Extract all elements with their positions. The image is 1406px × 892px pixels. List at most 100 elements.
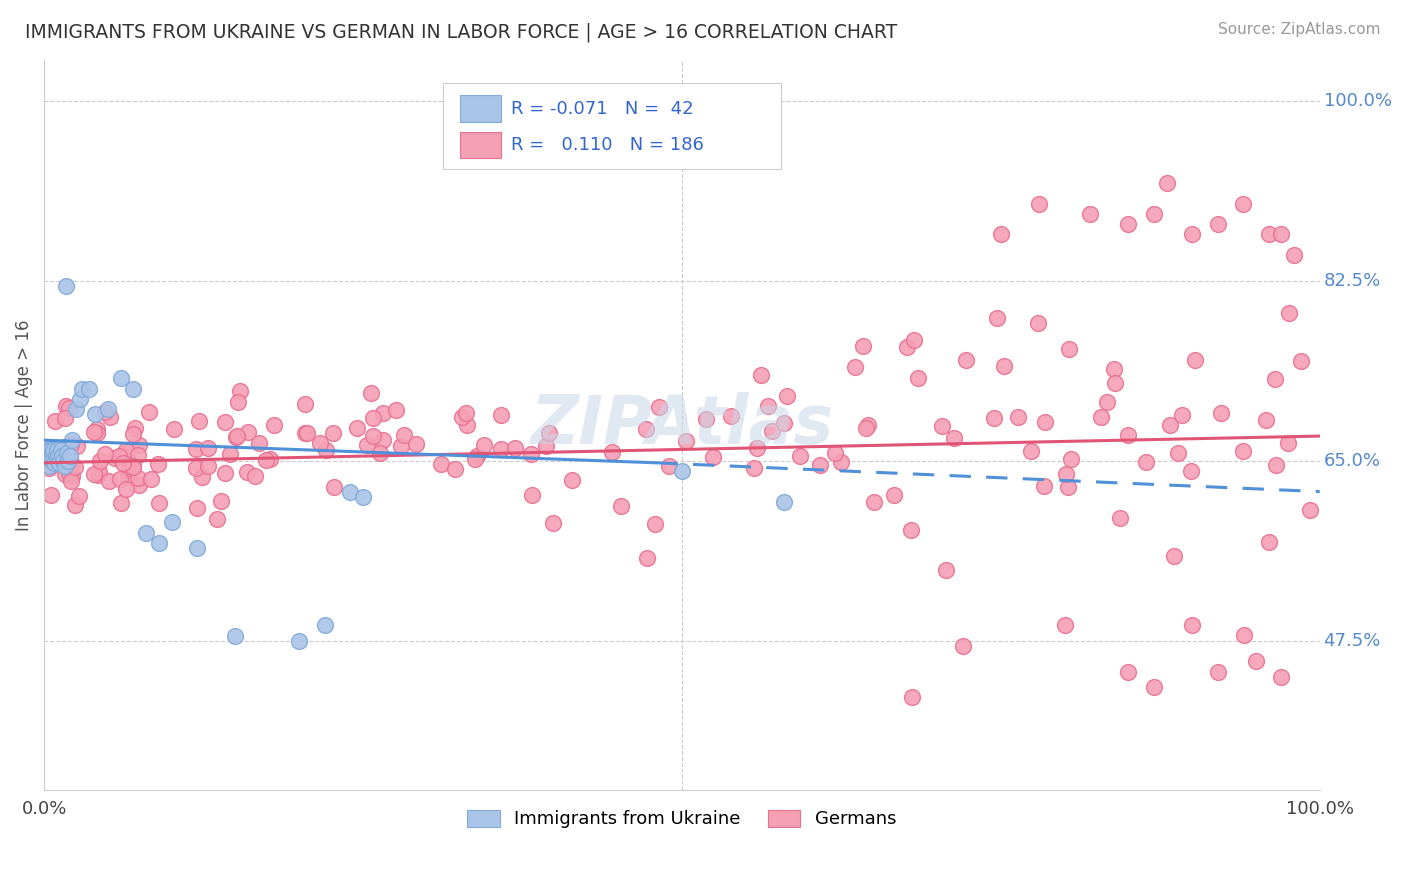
Point [993,359,1015,373]
FancyBboxPatch shape [460,132,501,158]
Point [534,439,557,453]
Point [163,422,186,436]
Point [773,495,796,509]
Point [45,451,67,466]
Text: R =   0.110   N = 186: R = 0.110 N = 186 [510,136,704,154]
Point [45,443,67,458]
Point [900,524,922,538]
Point [758,399,780,413]
Point [55,279,77,293]
Point [42,450,65,465]
Point [83,467,105,482]
Point [636,550,658,565]
Point [896,340,918,354]
Point [110,371,132,385]
Point [104,450,127,465]
Point [900,690,922,705]
Point [97,402,120,417]
Point [229,384,252,398]
Point [943,431,966,445]
Point [160,516,183,530]
Point [465,449,488,463]
Point [294,397,316,411]
Point [600,444,623,458]
Point [776,389,799,403]
Point [903,333,925,347]
Point [226,429,249,443]
Point [394,427,416,442]
Point [322,480,344,494]
Point [1233,628,1256,642]
Point [456,418,478,433]
Point [520,488,543,502]
Point [59,474,82,488]
Point [45,449,67,463]
Point [83,425,105,440]
Point [214,415,236,429]
Point [1104,376,1126,390]
Point [454,406,477,420]
Point [44,414,66,428]
Point [52,454,75,468]
Text: 82.5%: 82.5% [1323,272,1381,290]
Point [66,439,89,453]
FancyBboxPatch shape [460,95,501,121]
Point [990,227,1012,242]
Point [219,447,242,461]
Point [695,412,717,426]
Point [489,408,512,422]
Point [148,495,170,509]
Point [197,441,219,455]
Point [184,442,207,456]
Point [55,399,77,413]
Point [610,499,633,513]
Point [935,563,957,577]
Point [491,442,513,457]
Point [747,441,769,455]
Point [58,401,80,415]
Point [1277,436,1299,450]
Point [907,371,929,385]
Point [58,454,80,468]
Point [761,425,783,439]
Point [520,447,543,461]
Point [51,449,73,463]
Point [86,426,108,441]
Point [94,405,117,419]
Point [224,629,246,643]
Point [1090,409,1112,424]
Point [87,465,110,479]
Point [1057,480,1080,494]
Point [39,449,62,463]
Point [1116,428,1139,442]
Point [671,464,693,478]
Text: IMMIGRANTS FROM UKRAINE VS GERMAN IN LABOR FORCE | AGE > 16 CORRELATION CHART: IMMIGRANTS FROM UKRAINE VS GERMAN IN LAB… [25,22,897,42]
Point [63,498,86,512]
Point [146,458,169,472]
Text: Source: ZipAtlas.com: Source: ZipAtlas.com [1218,22,1381,37]
Text: ZIPAtlas: ZIPAtlas [530,392,834,458]
Point [38,461,60,475]
Point [84,408,107,422]
Point [702,450,724,464]
Point [368,445,391,459]
Point [186,541,208,556]
Point [138,405,160,419]
Point [1054,467,1077,482]
Point [186,501,208,516]
Point [214,466,236,480]
Point [112,456,135,470]
Point [1184,353,1206,368]
Point [89,454,111,468]
Point [1060,451,1083,466]
Point [644,517,666,532]
Point [59,458,82,473]
Point [236,425,259,439]
Point [315,443,337,458]
Point [361,410,384,425]
Point [118,461,141,475]
Point [1282,248,1305,262]
Point [952,639,974,653]
Point [108,449,131,463]
Point [1118,217,1140,231]
